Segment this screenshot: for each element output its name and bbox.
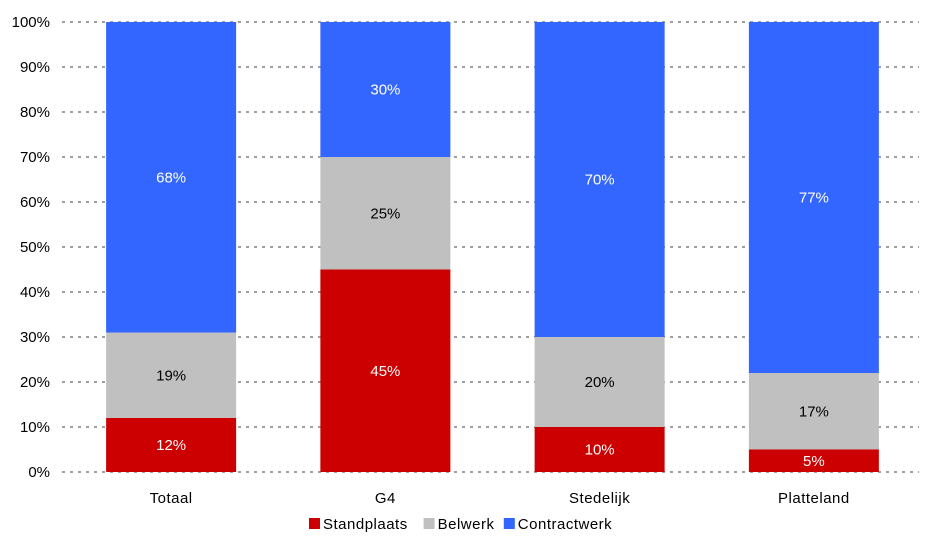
bars: 12% 19% 68% 45% 25% 30% 10% 20% 70% 5% 17% 77%: [106, 22, 879, 472]
data-label: 17%: [799, 403, 829, 420]
bar-segment-belwerk: [748, 373, 879, 450]
y-tick-label: 80%: [20, 104, 50, 121]
y-tick-label: 0%: [28, 464, 50, 481]
bar-segment-belwerk: [106, 332, 237, 418]
bar-segment-belwerk: [320, 157, 451, 270]
bar-segment-contractwerk: [320, 22, 451, 157]
legend-swatch: [309, 518, 320, 529]
y-tick-label: 50%: [20, 239, 50, 256]
y-axis: 0% 10% 20% 30% 40% 50% 60% 70% 80% 90% 100%: [12, 14, 50, 481]
y-tick-label: 10%: [20, 419, 50, 436]
data-label: 20%: [585, 374, 615, 391]
category-label: G4: [375, 490, 396, 507]
y-tick-label: 40%: [20, 284, 50, 301]
legend-label: Standplaats: [323, 516, 408, 533]
category-label: Platteland: [778, 490, 850, 507]
bar-segment-standplaats: [534, 427, 665, 472]
data-label: 70%: [585, 172, 615, 189]
category-label: Totaal: [150, 490, 193, 507]
y-tick-label: 100%: [12, 14, 50, 31]
bar-segment-contractwerk: [106, 22, 237, 333]
data-label: 12%: [156, 437, 186, 454]
data-label: 45%: [370, 363, 400, 380]
bar-segment-belwerk: [534, 337, 665, 427]
legend: Standplaats Belwerk Contractwerk: [309, 516, 612, 533]
x-axis: Totaal G4 Stedelijk Platteland: [150, 490, 850, 507]
bar-segment-standplaats: [748, 449, 879, 472]
data-label: 77%: [799, 190, 829, 207]
y-tick-label: 20%: [20, 374, 50, 391]
category-label: Stedelijk: [569, 490, 630, 507]
data-label: 10%: [585, 442, 615, 459]
legend-item: Contractwerk: [503, 516, 612, 533]
y-tick-label: 70%: [20, 149, 50, 166]
legend-item: Standplaats: [309, 516, 408, 533]
legend-item: Belwerk: [423, 516, 495, 533]
legend-swatch: [503, 518, 515, 529]
bar-segment-contractwerk: [748, 22, 879, 373]
data-label: 25%: [370, 205, 400, 222]
data-label: 5%: [803, 453, 825, 470]
legend-swatch: [423, 518, 435, 529]
bar-segment-contractwerk: [534, 22, 665, 337]
y-tick-label: 60%: [20, 194, 50, 211]
data-label: 30%: [370, 82, 400, 99]
data-label: 68%: [156, 169, 186, 186]
y-tick-label: 90%: [20, 59, 50, 76]
data-label: 19%: [156, 367, 186, 384]
y-tick-label: 30%: [20, 329, 50, 346]
bar-segment-standplaats: [320, 269, 451, 472]
legend-label: Contractwerk: [518, 516, 612, 533]
legend-label: Belwerk: [438, 516, 495, 533]
bar-segment-standplaats: [106, 418, 237, 472]
